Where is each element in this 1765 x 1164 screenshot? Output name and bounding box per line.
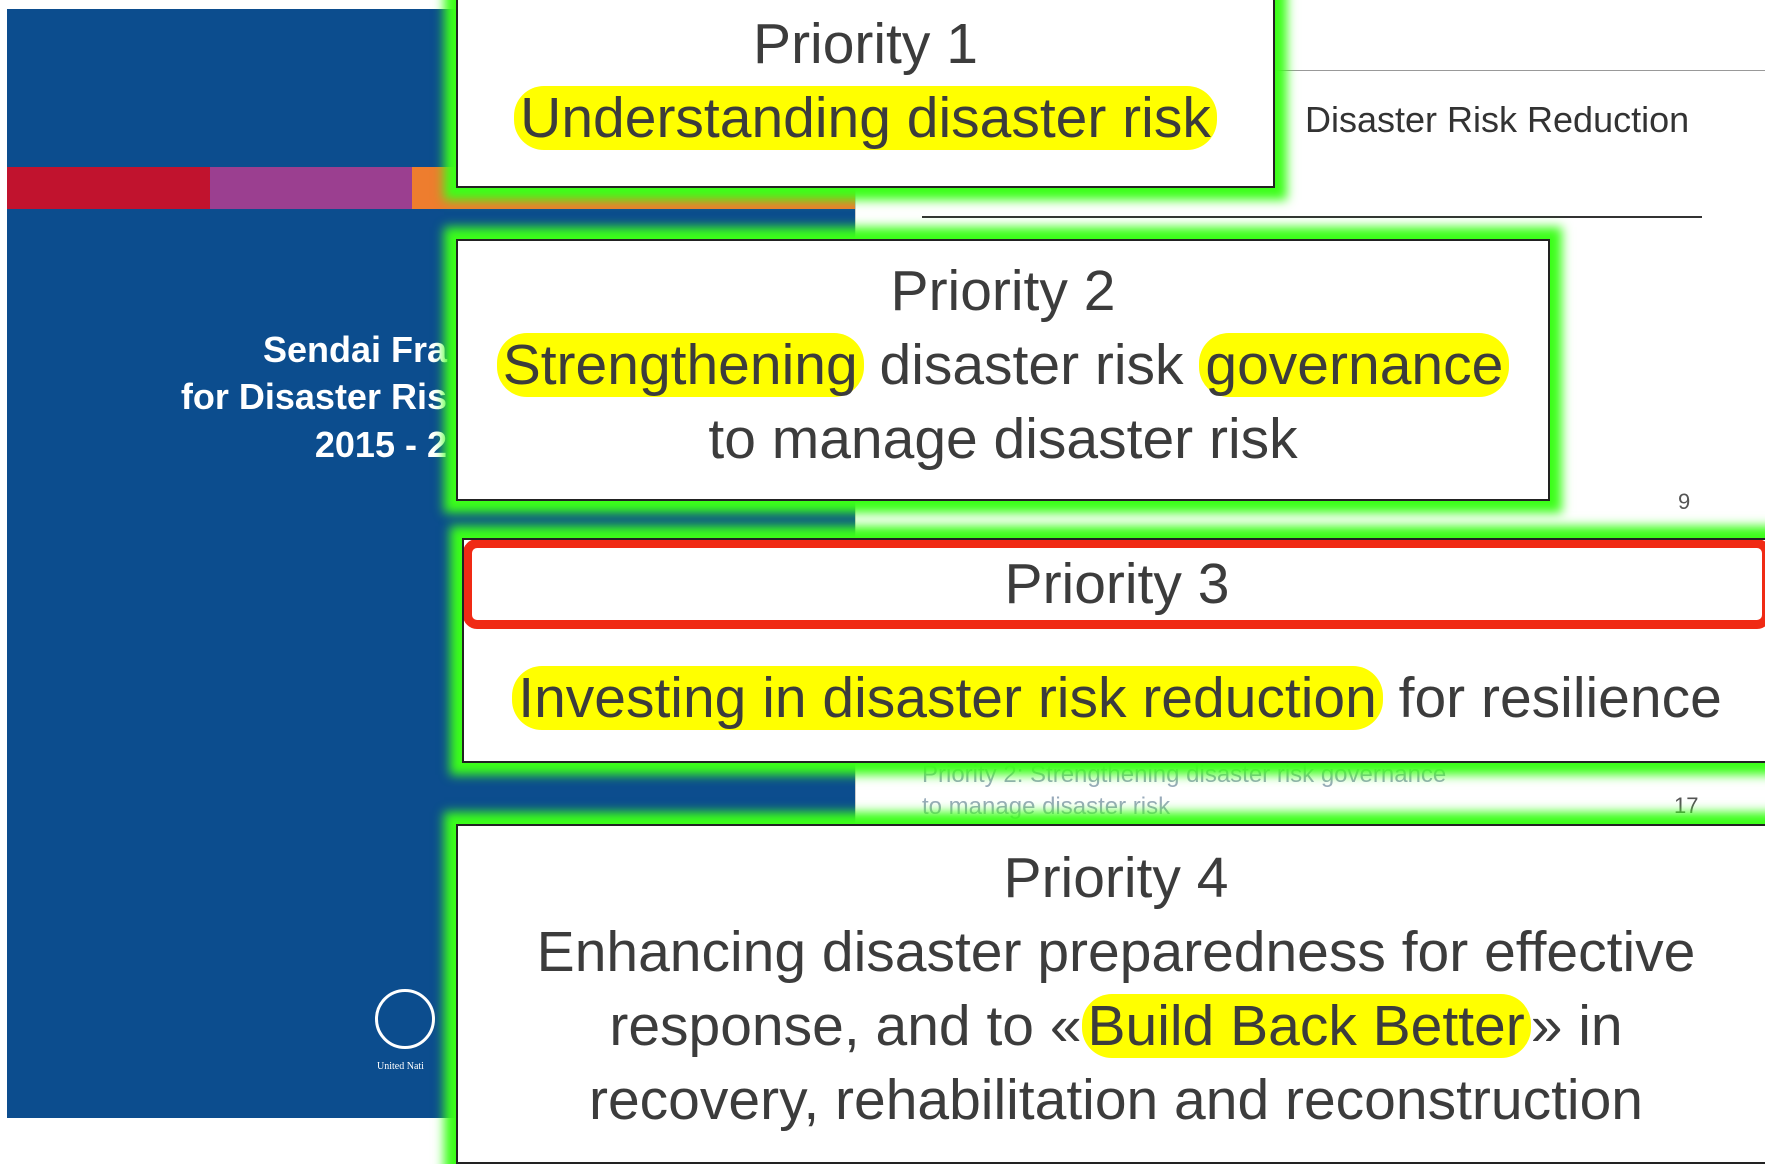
priority-line: recovery, rehabilitation and reconstruct… xyxy=(458,1063,1765,1137)
priority-line: response, and to «Build Back Better» in xyxy=(458,989,1765,1063)
cover-title: 2015 - 2 xyxy=(7,424,447,466)
text: Enhancing disaster preparedness for effe… xyxy=(537,920,1696,984)
cover-title: for Disaster Ris xyxy=(7,376,447,418)
priority-heading: Priority 2 xyxy=(458,254,1548,328)
priority-line: Enhancing disaster preparedness for effe… xyxy=(458,915,1765,989)
text: recovery, rehabilitation and reconstruct… xyxy=(589,1068,1643,1132)
page-header: Disaster Risk Reduction xyxy=(1305,99,1689,141)
highlighted-text: Build Back Better xyxy=(1082,994,1531,1058)
page-number: 9 xyxy=(1678,489,1690,515)
text: to manage disaster risk xyxy=(708,407,1297,471)
faded-text: to manage disaster risk xyxy=(922,793,1170,821)
cover-title: Sendai Fra xyxy=(7,329,447,371)
stripe xyxy=(7,167,210,209)
highlighted-text: Investing in disaster risk reduction xyxy=(512,666,1383,730)
page-number: 17 xyxy=(1674,793,1698,819)
priority-line: to manage disaster risk xyxy=(458,402,1548,476)
page: Sendai Fra for Disaster Ris 2015 - 2 Uni… xyxy=(0,0,1765,1156)
stripe xyxy=(210,167,412,209)
un-logo xyxy=(375,989,435,1049)
highlighted-text: Strengthening xyxy=(497,333,864,397)
priority-box: Priority 3 Investing in disaster risk red… xyxy=(462,538,1765,763)
priority-line: Strengthening disaster risk governance xyxy=(458,328,1548,402)
text: » in xyxy=(1531,994,1623,1058)
highlighted-text: governance xyxy=(1199,333,1509,397)
text: response, and to « xyxy=(609,994,1081,1058)
priority-line: Understanding disaster risk xyxy=(458,81,1273,155)
highlighted-text: Understanding disaster risk xyxy=(514,86,1217,150)
text: for resilience xyxy=(1383,666,1722,730)
priority-heading: Priority 4 xyxy=(458,841,1765,915)
logo-caption: United Nati xyxy=(377,1061,424,1072)
priority-heading: Priority 1 xyxy=(458,7,1273,81)
faded-text: Priority 2: Strengthening disaster risk … xyxy=(922,761,1446,789)
rule xyxy=(922,216,1702,218)
priority-line: Investing in disaster risk reduction for… xyxy=(464,661,1765,735)
text: disaster risk xyxy=(864,333,1200,397)
priority-heading: Priority 3 xyxy=(463,539,1765,629)
